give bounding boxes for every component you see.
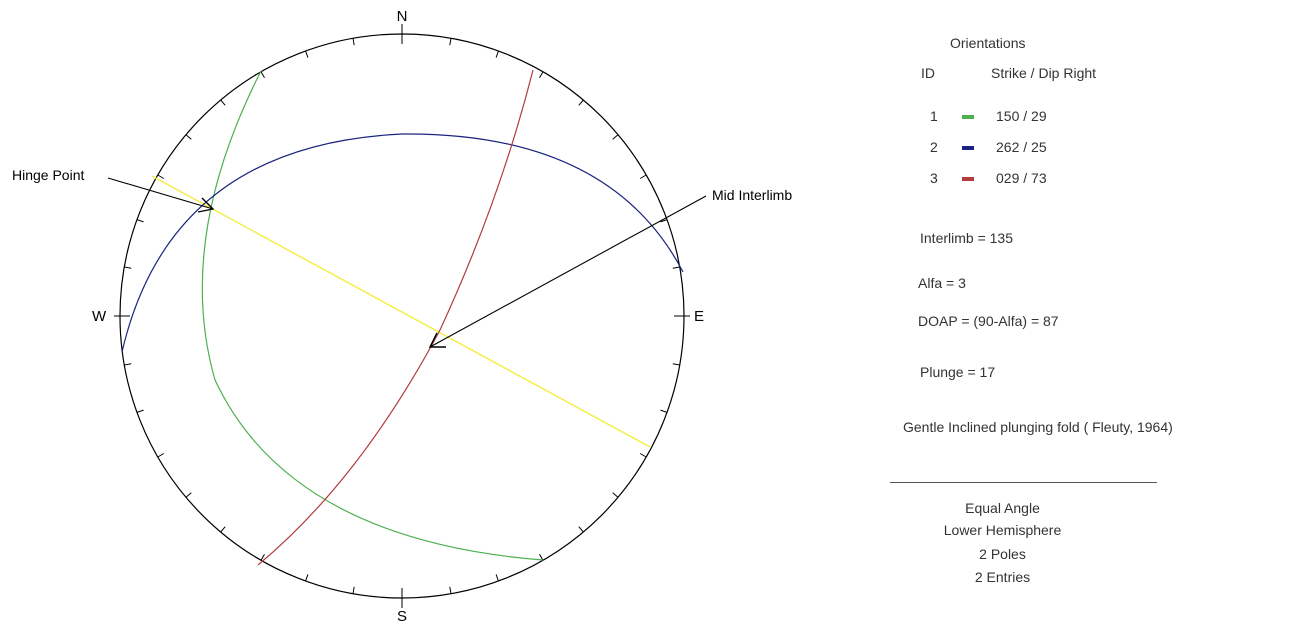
tick-mark [157,453,165,458]
stereonet-ticks [114,24,690,608]
tick-mark [220,99,226,106]
footer-divider [890,482,1157,483]
tick-mark [136,409,144,413]
tick-mark [639,174,647,179]
mid-interlimb-arrowhead [428,332,446,348]
legend-row-id: 3 [930,170,938,186]
entries-count: 2 Entries [974,569,1031,585]
plunge-result: Plunge = 17 [920,364,996,380]
east-label: E [694,308,704,325]
legend-swatch-1 [962,115,974,119]
tick-mark [495,574,499,582]
legend-row-id: 1 [930,108,938,124]
legend-id-header: ID [921,65,935,81]
tick-mark [539,71,544,79]
legend-row-value: 262 / 25 [996,139,1047,155]
hinge-point-arrow [107,177,214,210]
tick-mark [449,38,452,46]
hinge-point-arrowhead [197,197,215,213]
tick-mark [260,553,265,561]
great-circle-1 [201,70,544,561]
primitive-circle [119,33,685,599]
north-label: N [397,8,408,25]
tick-mark [660,219,668,223]
tick-mark [124,363,132,366]
great-circle-2 [121,133,684,353]
tick-mark [352,586,355,594]
legend-row-value: 029 / 73 [996,170,1047,186]
tick-mark [612,492,619,498]
poles-count: 2 Poles [979,546,1026,562]
legend-row-id: 2 [930,139,938,155]
tick-mark [578,526,584,533]
tick-mark [157,174,165,179]
axial-plane-line [151,175,651,448]
tick-mark [260,71,265,79]
tick-mark [539,553,544,561]
west-label: W [92,308,107,325]
tick-mark [185,134,192,140]
south-label: S [397,608,407,624]
tick-mark [639,453,647,458]
legend-title: Orientations [950,35,1026,51]
tick-mark [660,409,668,413]
tick-mark [449,586,452,594]
legend-value-header: Strike / Dip Right [991,65,1097,81]
tick-mark [305,50,309,58]
fold-classification: Gentle Inclined plunging fold ( Fleuty, … [903,419,1173,435]
tick-mark [672,363,680,366]
tick-mark [185,492,192,498]
tick-mark [612,134,619,140]
hemisphere-type: Lower Hemisphere [943,522,1062,538]
tick-mark [305,574,309,582]
great-circle-3 [257,69,534,566]
tick-mark [495,50,499,58]
legend-row-value: 150 / 29 [996,108,1047,124]
projection-type: Equal Angle [965,500,1040,516]
tick-mark [136,219,144,223]
tick-mark [220,526,226,533]
mid-interlimb-label: Mid Interlimb [712,187,792,203]
interlimb-result: Interlimb = 135 [920,230,1013,246]
legend-swatch-2 [962,146,974,150]
doap-result: DOAP = (90-Alfa) = 87 [918,313,1059,329]
tick-mark [124,266,132,269]
mid-interlimb-arrow [429,195,707,348]
hinge-point-label: Hinge Point [12,167,84,183]
tick-mark [672,266,680,269]
tick-mark [578,99,584,106]
tick-mark [352,38,355,46]
legend-swatch-3 [962,177,974,181]
alfa-result: Alfa = 3 [918,275,966,291]
